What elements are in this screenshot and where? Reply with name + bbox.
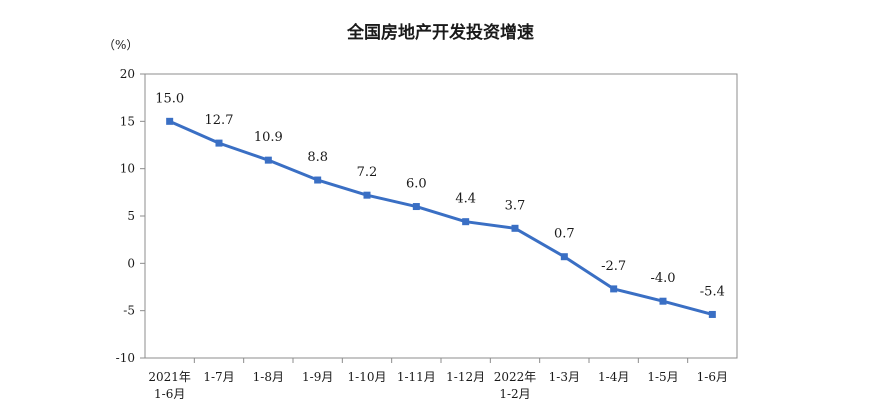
x-tick-label: 1-7月	[203, 370, 234, 384]
x-tick-label: 1-6月	[697, 370, 728, 384]
x-tick-label: 1-11月	[397, 370, 436, 384]
series-line	[169, 119, 713, 316]
data-label: 10.9	[254, 130, 283, 145]
y-tick-label: -5	[123, 304, 135, 318]
plot-frame	[144, 73, 738, 359]
data-label: -2.7	[601, 259, 626, 274]
data-point	[610, 285, 618, 293]
data-point	[708, 310, 716, 318]
x-tick-label: 1-4月	[598, 370, 629, 384]
data-label: 12.7	[205, 113, 234, 128]
y-tick-label: 0	[127, 256, 135, 270]
y-axis: 20 15 10 5 0 -5 -10	[116, 67, 145, 365]
data-label: 7.2	[357, 165, 378, 180]
chart-title: 全国房地产开发投资增速	[347, 23, 534, 43]
data-point	[511, 224, 519, 232]
x-tick-label: 1-3月	[549, 370, 580, 384]
data-labels: 15.0 12.7 10.9 8.8 7.2 6.0 4.4 3.7 0.7 -2.7 -4.0 -5…	[155, 91, 725, 299]
data-label: -5.4	[700, 284, 725, 299]
data-points	[166, 117, 716, 318]
data-point	[215, 139, 223, 147]
data-label: 15.0	[155, 91, 184, 106]
data-point	[659, 297, 667, 305]
x-tick-label: 1-8月	[253, 370, 284, 384]
y-tick-label: 5	[127, 209, 135, 223]
data-point	[560, 253, 568, 261]
data-point	[166, 117, 174, 125]
data-point	[314, 176, 322, 184]
data-point	[264, 156, 272, 164]
data-label: -4.0	[650, 271, 675, 286]
y-tick-label: 15	[120, 114, 135, 128]
y-tick-label: -10	[116, 351, 135, 365]
data-label: 6.0	[406, 177, 427, 192]
x-tick-label: 2022年	[494, 370, 537, 384]
x-tick-label: 1-10月	[348, 370, 387, 384]
data-label: 3.7	[505, 198, 526, 213]
y-tick-label: 20	[120, 67, 135, 81]
data-label: 8.8	[307, 150, 328, 165]
data-point	[412, 203, 420, 211]
data-label: 0.7	[554, 227, 575, 242]
y-axis-unit-label: （%）	[103, 38, 138, 52]
x-tick-label: 2021年	[148, 370, 191, 384]
data-point	[363, 191, 371, 199]
y-tick-label: 10	[120, 162, 135, 176]
data-point	[462, 218, 470, 226]
x-tick-label: 1-12月	[446, 370, 485, 384]
x-tick-label: 1-5月	[647, 370, 678, 384]
x-tick-label: 1-9月	[302, 370, 333, 384]
x-tick-label: 1-6月	[154, 387, 185, 401]
x-axis: 2021年 1-6月 1-7月 1-8月 1-9月 1-10月 1-11月 1-12月 2022…	[148, 358, 728, 401]
data-label: 4.4	[455, 192, 476, 207]
x-tick-label: 1-2月	[499, 387, 530, 401]
